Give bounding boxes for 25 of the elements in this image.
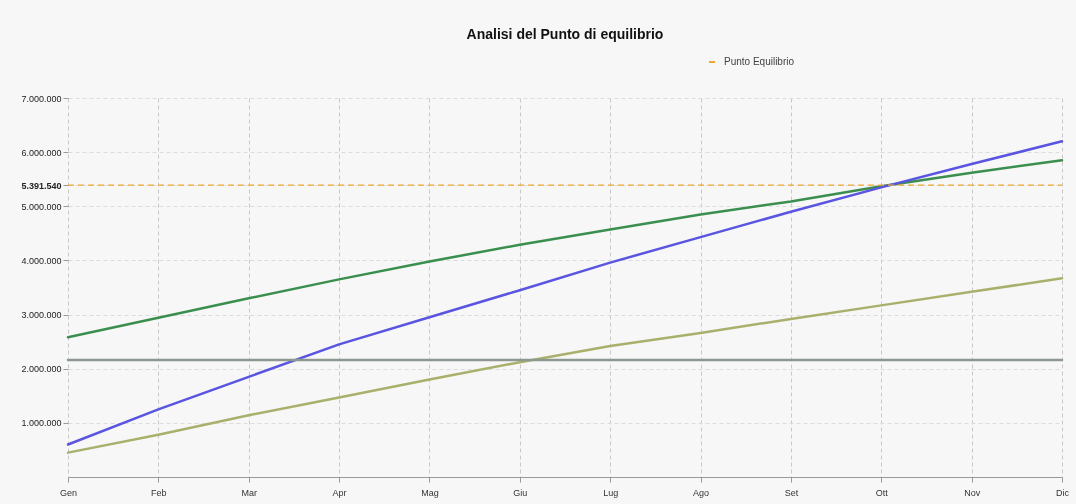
line-series [66,140,1064,446]
line-series [66,159,1064,339]
x-tick-label: Apr [332,487,347,498]
line-series [66,277,1064,454]
y-tick-label: 4.000.000 [21,255,62,266]
x-tick-label: Dic [1056,487,1070,498]
x-tick-label: Nov [964,487,981,498]
y-tick-label: 3.000.000 [21,310,62,321]
y-tick-label: 7.000.000 [21,93,62,104]
x-tick-label: Giu [513,487,528,498]
y-tick-label: 2.000.000 [21,364,62,375]
x-tick-label: Set [784,487,799,498]
x-tick-label: Ott [875,487,889,498]
x-tick-label: Mag [421,487,439,498]
legend-label: Punto Equilibrio [724,56,795,67]
y-tick-label: 1.000.000 [21,418,62,429]
y-tick-label: 6.000.000 [21,147,62,158]
y-tick-label: 5.391.540 [21,180,62,191]
y-tick-label: 5.000.000 [21,201,62,212]
x-tick-label: Gen [59,487,78,498]
chart-title: Analisi del Punto di equilibrio [466,26,664,42]
x-tick-label: Mar [241,487,257,498]
x-tick-label: Lug [603,487,619,498]
x-tick-label: Feb [151,487,167,498]
x-tick-label: Ago [693,487,710,498]
